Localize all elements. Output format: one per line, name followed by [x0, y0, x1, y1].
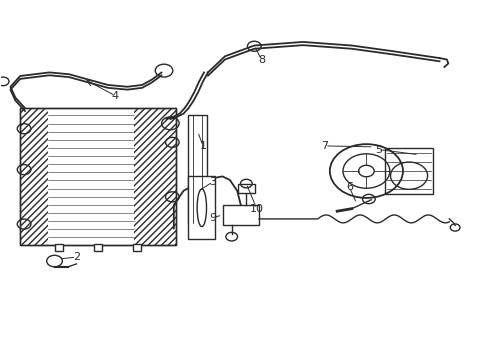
Text: 3: 3	[209, 177, 216, 187]
Bar	[133, 244, 141, 251]
Bar	[188, 176, 215, 239]
Text: 5: 5	[374, 144, 381, 154]
Text: 2: 2	[73, 252, 80, 262]
Text: 7: 7	[321, 141, 328, 151]
Text: 8: 8	[258, 55, 264, 65]
Ellipse shape	[197, 189, 206, 226]
Bar	[94, 244, 102, 251]
Bar	[222, 205, 259, 225]
Text: 10: 10	[249, 204, 263, 214]
Bar	[188, 116, 206, 223]
Text: 6: 6	[345, 182, 352, 192]
Text: 9: 9	[209, 213, 216, 222]
Text: 4: 4	[111, 91, 119, 101]
Bar	[134, 108, 176, 244]
Bar	[20, 108, 176, 244]
Bar	[55, 244, 63, 251]
Text: 1: 1	[199, 141, 206, 151]
Bar	[384, 148, 432, 194]
Bar	[237, 184, 255, 193]
Bar	[20, 108, 176, 244]
Bar	[20, 108, 48, 244]
